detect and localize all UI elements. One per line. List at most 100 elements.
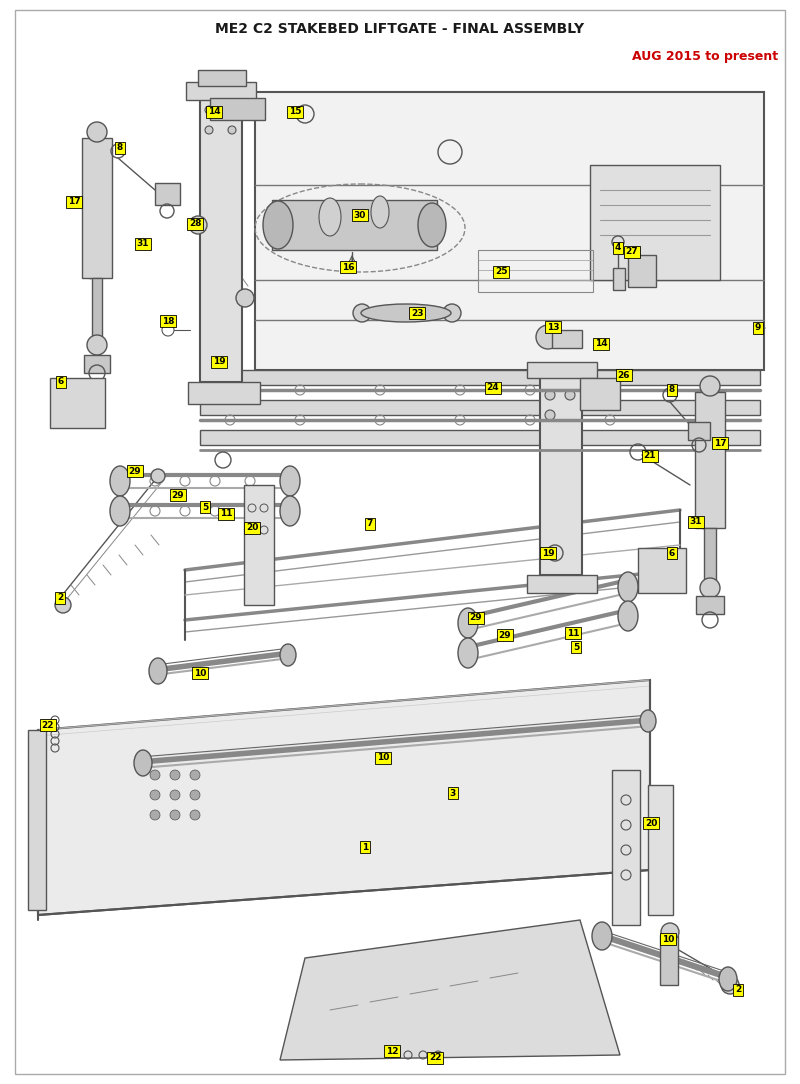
Text: 28: 28 <box>189 219 202 229</box>
Circle shape <box>190 770 200 780</box>
Circle shape <box>228 126 236 134</box>
Circle shape <box>170 790 180 800</box>
Text: 7: 7 <box>367 519 373 529</box>
Text: 13: 13 <box>546 323 559 332</box>
Bar <box>188 382 260 404</box>
Text: 24: 24 <box>486 384 499 392</box>
Circle shape <box>55 597 71 612</box>
Text: 14: 14 <box>594 339 607 348</box>
Ellipse shape <box>719 967 737 991</box>
Text: 5: 5 <box>573 643 579 651</box>
Bar <box>92 278 102 338</box>
Ellipse shape <box>458 638 478 668</box>
Polygon shape <box>200 430 760 446</box>
Circle shape <box>443 304 461 322</box>
Text: 31: 31 <box>137 240 150 248</box>
Circle shape <box>236 289 254 307</box>
Ellipse shape <box>134 750 152 776</box>
Circle shape <box>150 810 160 820</box>
Bar <box>552 330 582 348</box>
Text: 29: 29 <box>498 631 511 640</box>
Text: 10: 10 <box>377 753 389 762</box>
Text: 30: 30 <box>354 210 366 219</box>
Text: 11: 11 <box>220 509 232 518</box>
Circle shape <box>170 810 180 820</box>
Bar <box>155 183 180 205</box>
Text: 18: 18 <box>162 317 174 325</box>
Circle shape <box>190 810 200 820</box>
Text: 29: 29 <box>172 490 184 500</box>
Text: 19: 19 <box>213 358 226 366</box>
Text: 23: 23 <box>410 309 423 318</box>
Ellipse shape <box>280 496 300 526</box>
Bar <box>244 485 274 605</box>
Text: 6: 6 <box>58 377 64 387</box>
Ellipse shape <box>371 196 389 228</box>
Text: 10: 10 <box>662 934 674 943</box>
Text: 2: 2 <box>735 985 741 994</box>
Bar <box>590 165 720 280</box>
Text: 29: 29 <box>129 466 142 476</box>
Ellipse shape <box>618 601 638 631</box>
Text: 16: 16 <box>342 262 354 271</box>
Text: 10: 10 <box>194 669 206 678</box>
Circle shape <box>565 390 575 400</box>
Circle shape <box>536 325 560 349</box>
Circle shape <box>87 335 107 354</box>
Polygon shape <box>200 370 760 385</box>
Circle shape <box>189 216 207 234</box>
Bar <box>200 92 242 382</box>
Ellipse shape <box>149 658 167 684</box>
Text: 20: 20 <box>645 818 657 827</box>
Circle shape <box>151 469 165 483</box>
Text: 14: 14 <box>208 107 220 116</box>
Bar <box>478 250 593 292</box>
Ellipse shape <box>592 922 612 950</box>
Circle shape <box>721 976 739 994</box>
Circle shape <box>150 770 160 780</box>
Bar <box>704 528 716 580</box>
Bar <box>628 255 656 287</box>
Text: 27: 27 <box>626 247 638 257</box>
Text: 8: 8 <box>117 143 123 153</box>
Bar <box>527 362 597 378</box>
Text: AUG 2015 to present: AUG 2015 to present <box>632 50 778 63</box>
Text: 17: 17 <box>68 197 80 206</box>
Polygon shape <box>82 138 112 278</box>
Text: 6: 6 <box>669 549 675 557</box>
Polygon shape <box>38 680 650 915</box>
Bar <box>50 378 105 428</box>
Text: 8: 8 <box>669 386 675 395</box>
Text: 26: 26 <box>618 371 630 379</box>
Circle shape <box>87 122 107 142</box>
Text: 1: 1 <box>362 842 368 852</box>
Text: 11: 11 <box>566 629 579 637</box>
Ellipse shape <box>110 466 130 496</box>
Text: 22: 22 <box>429 1054 442 1062</box>
Bar <box>540 370 582 575</box>
Bar <box>638 549 686 593</box>
Ellipse shape <box>361 304 451 322</box>
Polygon shape <box>200 400 760 415</box>
Circle shape <box>700 578 720 598</box>
Text: 12: 12 <box>386 1046 398 1056</box>
Ellipse shape <box>618 572 638 602</box>
Circle shape <box>661 922 679 941</box>
Bar <box>613 268 625 291</box>
Circle shape <box>170 770 180 780</box>
Text: ME2 C2 STAKEBED LIFTGATE - FINAL ASSEMBLY: ME2 C2 STAKEBED LIFTGATE - FINAL ASSEMBL… <box>215 22 585 36</box>
Ellipse shape <box>110 496 130 526</box>
Text: 4: 4 <box>615 244 621 253</box>
Ellipse shape <box>640 710 656 732</box>
Bar <box>272 201 437 250</box>
Circle shape <box>700 376 720 396</box>
Text: 2: 2 <box>57 594 63 603</box>
Bar <box>28 730 46 909</box>
Circle shape <box>150 790 160 800</box>
Ellipse shape <box>418 203 446 247</box>
Text: 3: 3 <box>450 788 456 798</box>
Bar <box>696 596 724 614</box>
Text: 19: 19 <box>542 549 554 557</box>
Text: 22: 22 <box>42 721 54 730</box>
Ellipse shape <box>319 198 341 236</box>
